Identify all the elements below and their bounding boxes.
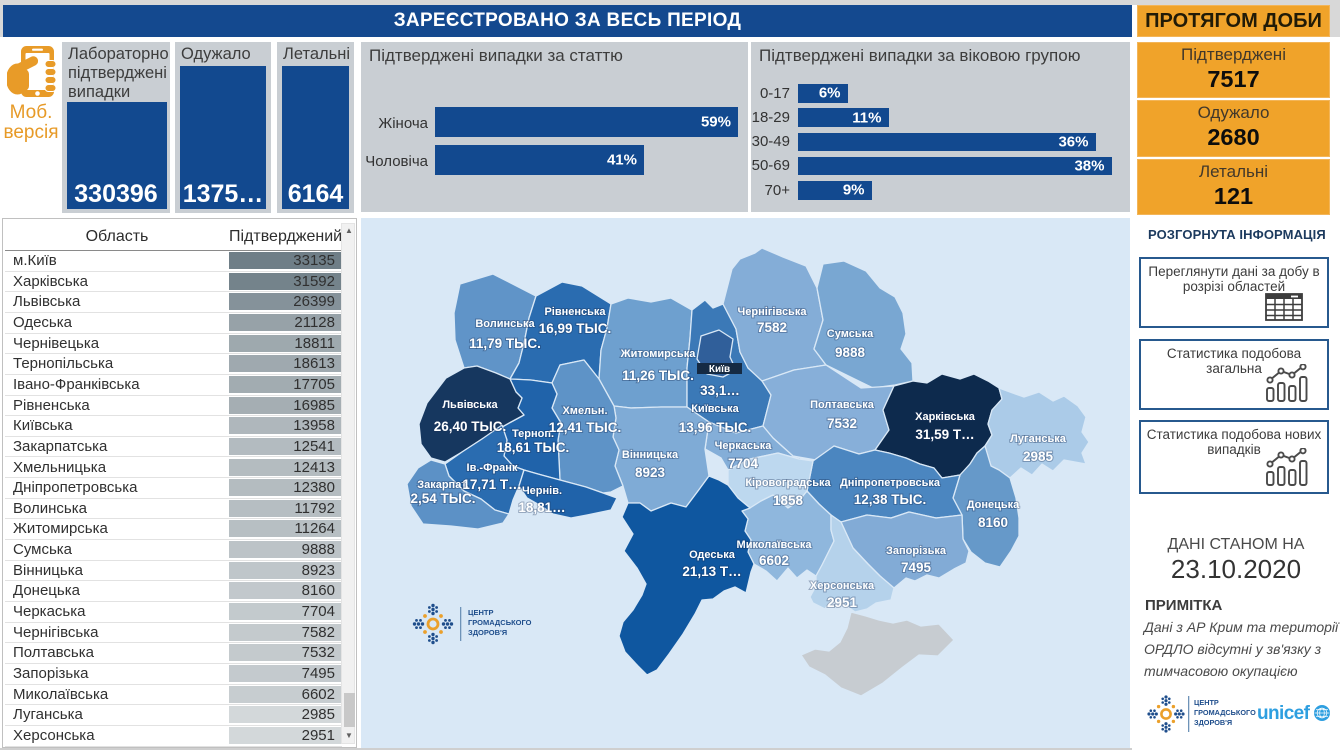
svg-text:1858: 1858	[773, 493, 804, 508]
svg-text:9888: 9888	[835, 345, 866, 360]
svg-text:ЦЕНТР: ЦЕНТР	[1194, 698, 1219, 707]
svg-text:11,79 ТЫС.: 11,79 ТЫС.	[469, 336, 541, 351]
svg-text:ЗДОРОВ'Я: ЗДОРОВ'Я	[1194, 718, 1232, 727]
svg-text:7582: 7582	[757, 320, 787, 335]
svg-text:ЗДОРОВ'Я: ЗДОРОВ'Я	[468, 628, 507, 637]
svg-text:7704: 7704	[728, 456, 759, 471]
svg-text:Волинська: Волинська	[475, 318, 535, 330]
svg-text:Полтавська: Полтавська	[810, 399, 875, 411]
svg-text:unicef: unicef	[1257, 703, 1311, 724]
svg-text:Чернів.: Чернів.	[522, 485, 562, 497]
svg-text:Житомирська: Житомирська	[620, 348, 697, 360]
svg-text:16,99 ТЫС.: 16,99 ТЫС.	[539, 321, 612, 336]
svg-text:Київ: Київ	[709, 364, 730, 375]
svg-text:Запорізька: Запорізька	[886, 545, 947, 557]
svg-text:17,71 Т…: 17,71 Т…	[462, 477, 521, 492]
svg-text:7532: 7532	[827, 416, 857, 431]
svg-text:18,81…: 18,81…	[518, 500, 565, 515]
svg-text:18,61 ТЫС.: 18,61 ТЫС.	[497, 440, 570, 455]
svg-text:ЦЕНТР: ЦЕНТР	[468, 608, 493, 617]
svg-text:Харківська: Харківська	[915, 411, 976, 423]
svg-text:Рівненська: Рівненська	[544, 306, 606, 318]
svg-text:Терноп.: Терноп.	[512, 428, 554, 440]
svg-text:Закарпат.: Закарпат.	[417, 479, 469, 491]
svg-text:Одеська: Одеська	[689, 549, 736, 561]
svg-text:6602: 6602	[759, 553, 789, 568]
svg-text:Донецька: Донецька	[967, 499, 1020, 511]
svg-text:12,38 ТЫС.: 12,38 ТЫС.	[854, 492, 927, 507]
svg-text:11,26 ТЫС.: 11,26 ТЫС.	[622, 368, 694, 383]
svg-text:2985: 2985	[1023, 449, 1054, 464]
svg-text:8160: 8160	[978, 515, 1008, 530]
svg-text:Кіровоградська: Кіровоградська	[745, 477, 831, 489]
svg-text:Львівська: Львівська	[442, 399, 498, 411]
svg-text:2,54 ТЫС.: 2,54 ТЫС.	[411, 491, 476, 506]
svg-text:Сумська: Сумська	[827, 328, 874, 340]
svg-text:ГРОМАДСЬКОГО: ГРОМАДСЬКОГО	[1194, 708, 1256, 717]
svg-text:Київська: Київська	[691, 403, 739, 415]
svg-text:21,13 Т…: 21,13 Т…	[682, 564, 741, 579]
svg-text:2951: 2951	[827, 595, 858, 610]
svg-text:7495: 7495	[901, 560, 932, 575]
svg-text:33,1…: 33,1…	[700, 383, 740, 398]
svg-text:26,40 ТЫС.: 26,40 ТЫС.	[434, 419, 507, 434]
svg-text:Дніпропетровська: Дніпропетровська	[840, 477, 941, 489]
svg-text:Черкаська: Черкаська	[715, 440, 773, 452]
svg-text:Миколаївська: Миколаївська	[737, 539, 813, 551]
svg-text:Ів.-Франк: Ів.-Франк	[467, 462, 518, 474]
svg-text:12,41 ТЫС.: 12,41 ТЫС.	[549, 420, 622, 435]
svg-text:Херсонська: Херсонська	[810, 580, 875, 592]
svg-text:ГРОМАДСЬКОГО: ГРОМАДСЬКОГО	[468, 618, 532, 627]
svg-text:Луганська: Луганська	[1010, 433, 1067, 445]
svg-text:Вінницька: Вінницька	[622, 449, 679, 461]
svg-text:13,96 ТЫС.: 13,96 ТЫС.	[679, 420, 752, 435]
svg-text:31,59 Т…: 31,59 Т…	[915, 427, 974, 442]
svg-text:8923: 8923	[635, 465, 666, 480]
svg-text:Хмельн.: Хмельн.	[562, 405, 607, 417]
svg-text:Чернігівська: Чернігівська	[738, 306, 808, 318]
